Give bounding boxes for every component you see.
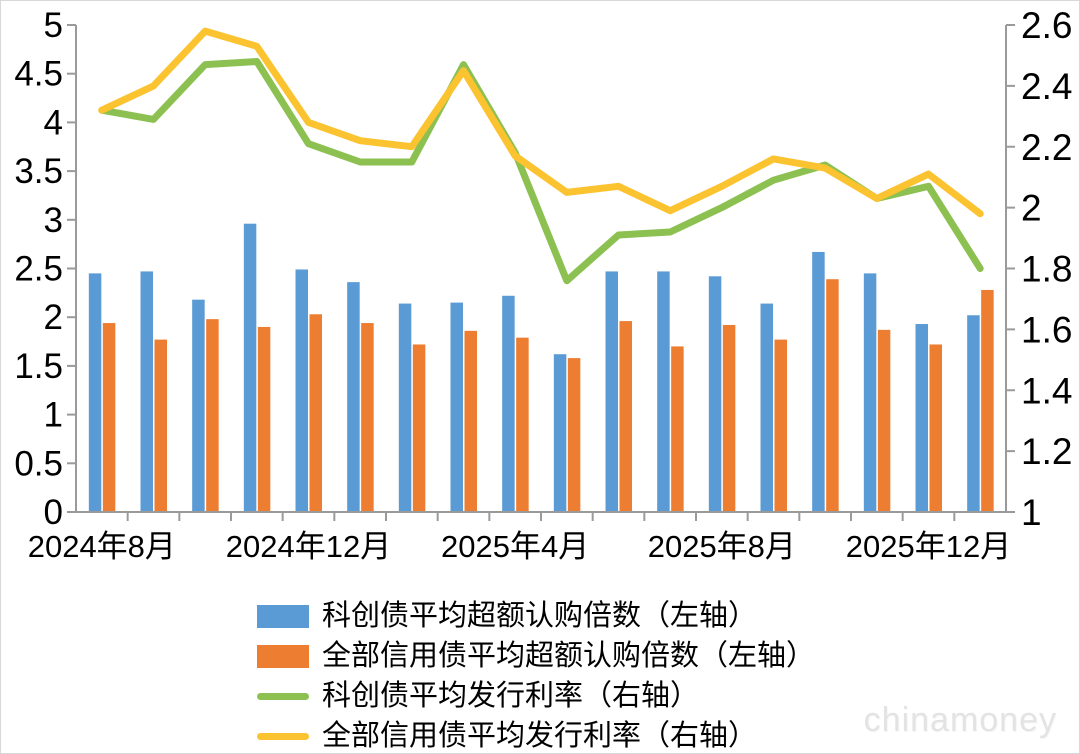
left-axis-tick-label: 1.5 xyxy=(14,347,63,386)
right-axis-tick-label: 2.2 xyxy=(1021,127,1072,168)
legend-item-green-line: 科创债平均发行利率（右轴） xyxy=(257,681,815,712)
bar-orange-m10 xyxy=(567,358,581,512)
bar-orange-m7 xyxy=(412,344,426,512)
legend-label: 科创债平均超额认购倍数（左轴） xyxy=(322,600,758,632)
left-axis-tick-label: 3 xyxy=(44,201,63,240)
bar-orange-m15 xyxy=(826,279,839,512)
legend-label: 全部信用债平均发行利率（右轴） xyxy=(322,720,758,752)
right-axis-tick-label: 1.8 xyxy=(1021,249,1072,290)
bar-orange-m14 xyxy=(774,339,787,512)
bar-orange-m12 xyxy=(671,346,684,512)
yellow-line-swatch xyxy=(257,733,309,740)
bar-orange-m9 xyxy=(516,337,529,512)
left-axis-tick-label: 2.5 xyxy=(14,250,63,289)
right-axis-tick-label: 2 xyxy=(1021,188,1042,229)
right-axis-tick-label: 1.6 xyxy=(1021,309,1072,350)
bar-orange-m6 xyxy=(361,323,374,512)
right-axis-tick-label: 2.6 xyxy=(1021,5,1072,46)
bar-blue-m4 xyxy=(243,223,257,513)
bar-blue-m13 xyxy=(708,276,722,512)
x-axis-tick-label: 2025年8月 xyxy=(648,529,796,564)
right-axis-tick-label: 1.2 xyxy=(1021,431,1072,472)
bar-orange-m5 xyxy=(309,314,322,512)
bar-orange-m16 xyxy=(877,329,891,512)
left-axis-tick-label: 3.5 xyxy=(14,152,63,191)
x-axis-tick-label: 2024年12月 xyxy=(226,529,391,564)
bar-blue-m10 xyxy=(553,354,567,512)
chart-canvas: 0 0.5 1 1.5 2 2.5 3 3.5 4 4.5 5 1 1.2 1.4 1.6 1.8 2 2.2 2.… xyxy=(14,5,1072,564)
bar-orange-m11 xyxy=(619,321,632,512)
bar-orange-m8 xyxy=(464,330,477,512)
green-line-swatch xyxy=(257,693,309,700)
bar-orange-m3 xyxy=(206,319,219,512)
left-axis-tick-label: 4.5 xyxy=(14,55,63,94)
legend-item-blue-bars: 科创债平均超额认购倍数（左轴） xyxy=(257,601,815,632)
bar-blue-m5 xyxy=(295,269,308,512)
orange-bar-swatch xyxy=(257,645,309,668)
blue-bar-swatch xyxy=(257,605,309,628)
bar-orange-m1 xyxy=(102,323,116,512)
left-axis-tick-label: 5 xyxy=(44,6,63,45)
left-axis-tick-label: 0 xyxy=(44,493,63,532)
legend-label: 科创债平均发行利率（右轴） xyxy=(322,680,700,712)
watermark-chinamoney: chinamoney xyxy=(863,701,1057,739)
right-axis-tick-label: 1.4 xyxy=(1021,370,1072,411)
legend: 科创债平均超额认购倍数（左轴） 全部信用债平均超额认购倍数（左轴） 科创债平均发… xyxy=(257,601,815,752)
bar-blue-m15 xyxy=(812,251,825,512)
x-axis-tick-label: 2024年8月 xyxy=(28,529,176,564)
bar-blue-m3 xyxy=(192,299,205,512)
bar-blue-m12 xyxy=(657,271,670,512)
legend-label: 全部信用债平均超额认购倍数（左轴） xyxy=(322,640,816,672)
bar-orange-m18 xyxy=(981,289,994,512)
bar-blue-m8 xyxy=(450,302,463,512)
bar-blue-m14 xyxy=(760,303,773,512)
x-axis-tick-label: 2025年4月 xyxy=(441,529,589,564)
legend-item-yellow-line: 全部信用债平均发行利率（右轴） xyxy=(257,721,815,752)
right-axis-tick-label: 1 xyxy=(1021,492,1042,533)
bar-blue-m17 xyxy=(915,324,928,512)
bar-blue-m7 xyxy=(398,303,412,512)
bar-blue-m11 xyxy=(605,271,618,512)
x-axis-tick-label: 2025年12月 xyxy=(846,529,1011,564)
bar-blue-m9 xyxy=(502,295,515,512)
legend-item-orange-bars: 全部信用债平均超额认购倍数（左轴） xyxy=(257,641,815,672)
left-axis-tick-label: 1 xyxy=(44,396,63,435)
bar-blue-m2 xyxy=(140,271,153,512)
bar-blue-m6 xyxy=(347,282,360,512)
bar-orange-m17 xyxy=(929,344,942,512)
yellow-rate-line xyxy=(98,27,984,218)
bar-orange-m2 xyxy=(154,339,167,512)
bar-blue-m18 xyxy=(967,315,980,512)
bar-orange-m13 xyxy=(722,324,736,512)
bar-orange-m4 xyxy=(257,326,271,512)
bar-blue-m16 xyxy=(863,273,877,512)
left-axis-tick-label: 2 xyxy=(44,298,63,337)
right-axis-tick-label: 2.4 xyxy=(1021,66,1072,107)
bar-blue-m1 xyxy=(88,273,102,512)
left-axis-tick-label: 4 xyxy=(44,103,63,142)
left-axis-tick-label: 0.5 xyxy=(14,444,63,483)
